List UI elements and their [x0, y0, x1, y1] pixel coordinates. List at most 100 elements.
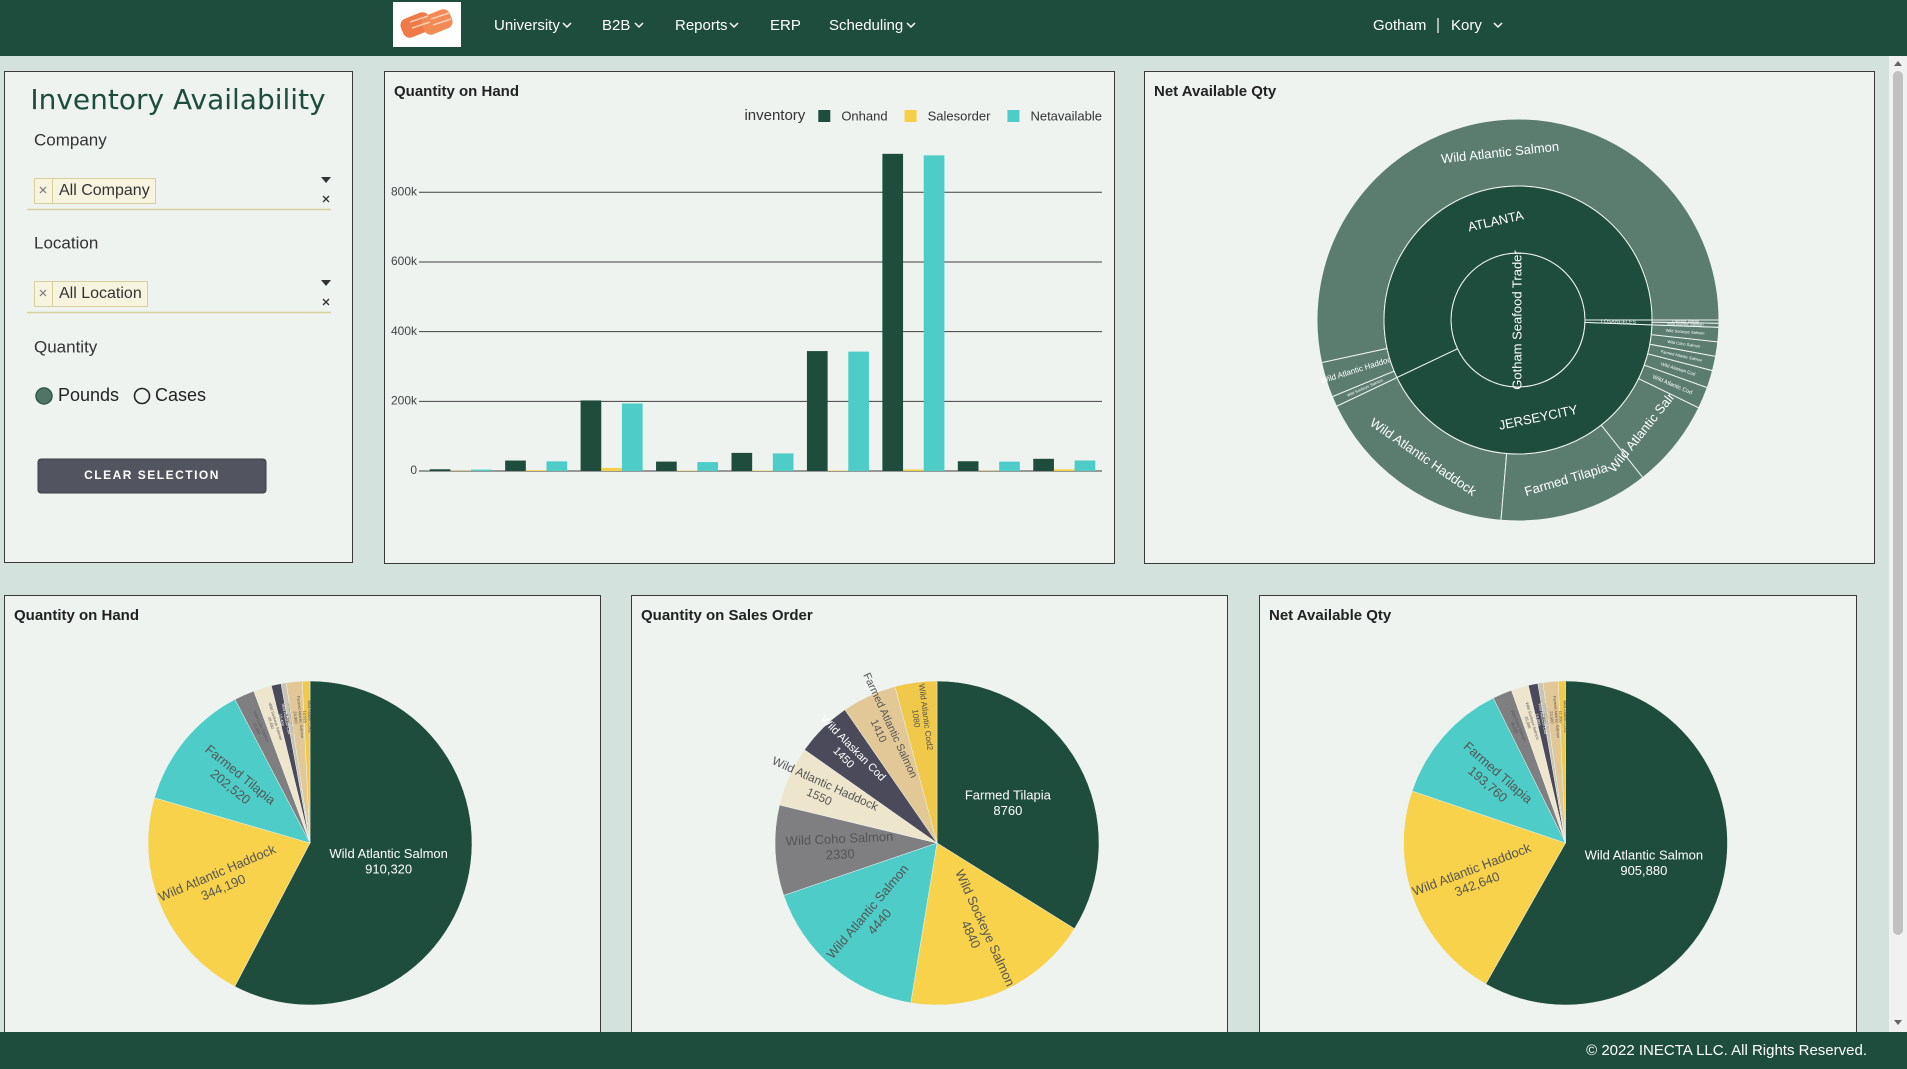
clear-icon[interactable] — [322, 195, 330, 203]
radio-unchecked[interactable] — [133, 387, 151, 405]
chevron[interactable] — [906, 22, 916, 29]
pie-label-name: Wild Alaskan Cod — [1537, 703, 1548, 735]
bar — [429, 469, 451, 471]
chevron[interactable] — [729, 22, 739, 29]
chart-title: Quantity on Hand — [14, 607, 139, 624]
bar — [1053, 469, 1075, 471]
legend-label: Netavailable — [1030, 108, 1102, 123]
sunburst-group — [1396, 321, 1653, 455]
pie-slice — [147, 797, 311, 987]
pie-label-value: 15,400 — [278, 713, 286, 727]
company-name[interactable]: Gotham — [1373, 17, 1426, 34]
radio-label[interactable]: Pounds — [58, 385, 119, 405]
legend-swatch — [904, 110, 917, 122]
pie-label-value: 1080 — [910, 709, 921, 729]
bar — [957, 461, 979, 471]
nav-background — [0, 0, 1907, 56]
chevron[interactable] — [1493, 22, 1503, 29]
pie-label-name: Wild Atlantic Salmon — [329, 846, 448, 861]
pie-label-value: 23,500 — [1549, 711, 1555, 724]
bar — [471, 469, 492, 471]
bar — [772, 453, 794, 471]
legend-label: Onhand — [841, 108, 887, 123]
pie-label-value: 905,880 — [1620, 863, 1667, 878]
sunburst-group — [1383, 185, 1653, 379]
chart-panel — [384, 71, 1115, 564]
pie-label-name: Farmed Atlantic Salmon — [1552, 696, 1561, 739]
chevron[interactable] — [562, 22, 572, 29]
pie-label-value: 31,960 — [252, 722, 262, 736]
bar — [546, 461, 568, 471]
chip-text: All Location — [59, 285, 142, 302]
legend-swatch — [818, 110, 831, 122]
sunburst-label: Farmed Tilapia — [1672, 318, 1699, 323]
pie-label-name: Farmed Atlantic Salmon — [296, 696, 305, 739]
pie-label-value: 2330 — [825, 846, 855, 862]
button[interactable] — [37, 458, 267, 494]
pie-label-value: 28,480 — [267, 716, 276, 730]
bar — [525, 470, 547, 471]
clear-icon[interactable] — [322, 298, 330, 306]
y-tick-label: 600k — [391, 254, 418, 268]
pie-label-name: Wild Coho Salmon — [785, 829, 893, 849]
scrollbar[interactable] — [1889, 56, 1907, 1032]
pie-label-name: Wild Alaskan Cod — [281, 703, 292, 735]
nav-item[interactable]: Scheduling — [829, 17, 903, 34]
bar — [903, 469, 924, 471]
bar — [806, 351, 828, 471]
chip[interactable] — [34, 281, 148, 307]
pie-slice — [154, 699, 311, 844]
footer-background — [0, 1032, 1907, 1069]
chart-layer: Quantity on Hand 0 200k 400k 600k 800k Netavai… — [4, 71, 1875, 1033]
pie-slice — [234, 680, 473, 1006]
sunburst-label: Wild Atlantic Salmon — [1667, 321, 1704, 327]
field-label: Location — [34, 233, 98, 252]
location-select[interactable]: All Location — [27, 280, 331, 314]
sunburst-label: Wild Sockeye Salmon — [1666, 328, 1705, 336]
bar — [731, 452, 753, 471]
radio-option[interactable]: Pounds — [35, 385, 119, 405]
user-name[interactable]: Kory — [1451, 17, 1482, 34]
radio-checked[interactable] — [35, 387, 53, 405]
pie-slice — [1557, 680, 1566, 844]
dropdown-arrow[interactable] — [321, 177, 331, 183]
chip-text: All Company — [59, 182, 150, 199]
chip[interactable] — [34, 178, 156, 204]
filter-panel: Inventory Availability Company All Compa… — [4, 71, 353, 563]
radio-option[interactable]: Cases — [133, 385, 207, 405]
dropdown-arrow[interactable] — [321, 280, 331, 286]
sunburst-root-label: Gotham Seafood Trader — [1509, 250, 1524, 390]
pie-slice — [936, 680, 1100, 930]
chip-remove[interactable] — [39, 289, 47, 297]
y-tick-label: 800k — [391, 184, 418, 198]
bar — [1074, 460, 1096, 471]
bar — [601, 467, 622, 471]
scroll-thumb[interactable] — [1893, 71, 1903, 935]
chevron[interactable] — [634, 22, 644, 29]
nav-item[interactable]: Reports — [675, 17, 728, 34]
button-label[interactable]: CLEAR SELECTION — [84, 468, 220, 482]
logo[interactable] — [393, 2, 461, 47]
pie-slice — [774, 804, 938, 896]
logo-fillet — [421, 9, 453, 35]
chip-remove[interactable] — [39, 186, 47, 194]
sunburst-label: LOSANGELES — [1601, 319, 1637, 326]
navbar: University B2B Reports ERP Scheduling Go… — [0, 0, 1907, 56]
legend-title: inventory — [744, 107, 805, 124]
radio-label[interactable]: Cases — [155, 385, 206, 405]
nav-item[interactable]: University — [494, 17, 560, 34]
clear-button[interactable]: CLEAR SELECTION — [37, 458, 267, 494]
nav-item[interactable]: B2B — [602, 17, 630, 34]
nav-item[interactable]: ERP — [770, 17, 801, 34]
pie-slice — [783, 842, 938, 1004]
pie-label-value: 7,900 — [1541, 713, 1548, 724]
bar — [697, 462, 719, 471]
company-select[interactable]: All Company — [27, 177, 331, 211]
bar — [505, 460, 526, 471]
pie-label-name: Wild Atlantic Cod2 — [1563, 700, 1569, 733]
